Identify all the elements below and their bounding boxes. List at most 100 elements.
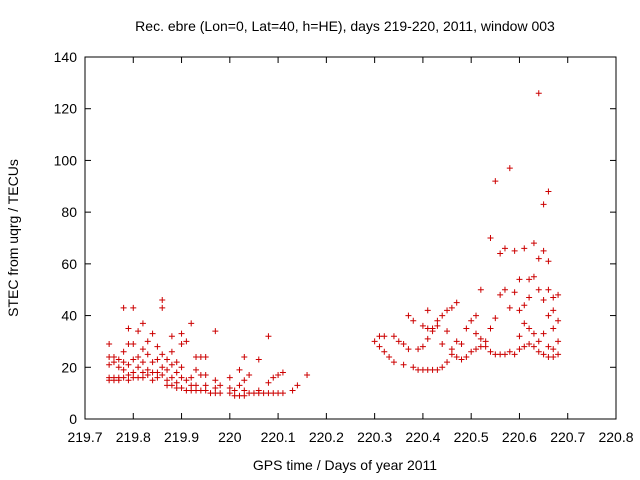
data-point — [193, 382, 200, 389]
data-point — [487, 325, 494, 332]
data-point — [526, 276, 533, 283]
y-tick-label: 20 — [61, 359, 77, 375]
data-point — [212, 328, 219, 335]
data-point — [487, 235, 494, 241]
data-point — [212, 377, 219, 384]
data-point — [115, 356, 122, 363]
data-point — [149, 377, 156, 384]
data-point — [265, 379, 272, 386]
data-point — [492, 315, 499, 322]
data-point — [550, 307, 557, 314]
data-point — [270, 374, 277, 381]
data-point — [463, 325, 470, 332]
data-point — [139, 346, 146, 353]
data-point — [555, 351, 562, 358]
data-point — [444, 307, 451, 314]
data-point — [376, 343, 383, 350]
x-tick-label: 219.9 — [164, 429, 199, 445]
data-point — [168, 382, 175, 389]
data-point — [477, 286, 484, 293]
data-point — [178, 374, 185, 381]
x-tick-label: 220.2 — [309, 429, 344, 445]
data-point — [526, 294, 533, 301]
data-point — [497, 291, 504, 298]
data-point — [135, 328, 142, 335]
data-point — [448, 304, 455, 311]
x-tick-label: 220.3 — [357, 429, 392, 445]
data-point — [511, 289, 518, 296]
x-axis-label: GPS time / Days of year 2011 — [253, 457, 437, 473]
data-point — [236, 382, 243, 389]
data-point — [545, 258, 552, 265]
data-point — [448, 351, 455, 358]
data-point — [473, 330, 480, 337]
data-point — [241, 353, 248, 360]
data-point — [555, 317, 562, 324]
data-point — [217, 390, 224, 397]
data-point — [130, 341, 137, 348]
data-point — [144, 372, 151, 379]
data-point — [226, 384, 233, 391]
data-point — [193, 366, 200, 373]
data-point — [202, 387, 209, 394]
y-axis: 0 20 40 60 80 100 120 140 — [54, 49, 616, 427]
data-point — [381, 348, 388, 355]
data-point — [540, 247, 547, 254]
data-point — [159, 351, 166, 358]
data-point — [120, 374, 127, 381]
data-point — [545, 188, 552, 195]
y-tick-label: 80 — [61, 204, 77, 220]
data-point — [106, 361, 113, 368]
data-point — [439, 364, 446, 371]
data-point — [139, 374, 146, 381]
data-point — [506, 165, 513, 172]
data-point — [492, 178, 499, 185]
data-point — [212, 384, 219, 391]
data-point — [434, 366, 441, 373]
data-point — [386, 353, 393, 360]
data-point — [178, 330, 185, 337]
x-tick-label: 220.8 — [598, 429, 633, 445]
data-point — [246, 372, 253, 379]
data-point — [526, 325, 533, 332]
data-point — [501, 245, 508, 252]
data-point — [183, 338, 190, 345]
data-point — [530, 273, 537, 280]
data-point — [120, 359, 127, 366]
data-point — [540, 201, 547, 208]
data-point — [304, 372, 311, 379]
data-point — [115, 377, 122, 384]
data-point — [125, 372, 132, 379]
data-point — [550, 294, 557, 301]
data-point — [154, 374, 161, 381]
data-point — [473, 312, 480, 319]
data-point — [545, 343, 552, 350]
data-point — [173, 359, 180, 366]
x-tick-label: 219.7 — [67, 429, 102, 445]
data-point — [506, 348, 513, 355]
data-point — [434, 317, 441, 324]
data-point — [497, 250, 504, 257]
data-point — [516, 333, 523, 340]
data-point — [120, 304, 127, 311]
data-point — [468, 317, 475, 324]
data-point — [236, 366, 243, 373]
data-point — [120, 366, 127, 373]
data-point — [511, 247, 518, 254]
data-point — [110, 353, 117, 360]
data-point — [410, 317, 417, 324]
data-point — [516, 346, 523, 353]
data-point — [149, 359, 156, 366]
data-point — [501, 286, 508, 293]
data-point — [390, 333, 397, 340]
data-point — [173, 379, 180, 386]
data-point — [550, 325, 557, 332]
x-tick-label: 220 — [218, 429, 242, 445]
data-point — [279, 390, 286, 397]
data-point — [463, 353, 470, 360]
data-points — [106, 90, 562, 399]
data-point — [144, 338, 151, 345]
data-point — [405, 312, 412, 319]
data-point — [159, 372, 166, 379]
